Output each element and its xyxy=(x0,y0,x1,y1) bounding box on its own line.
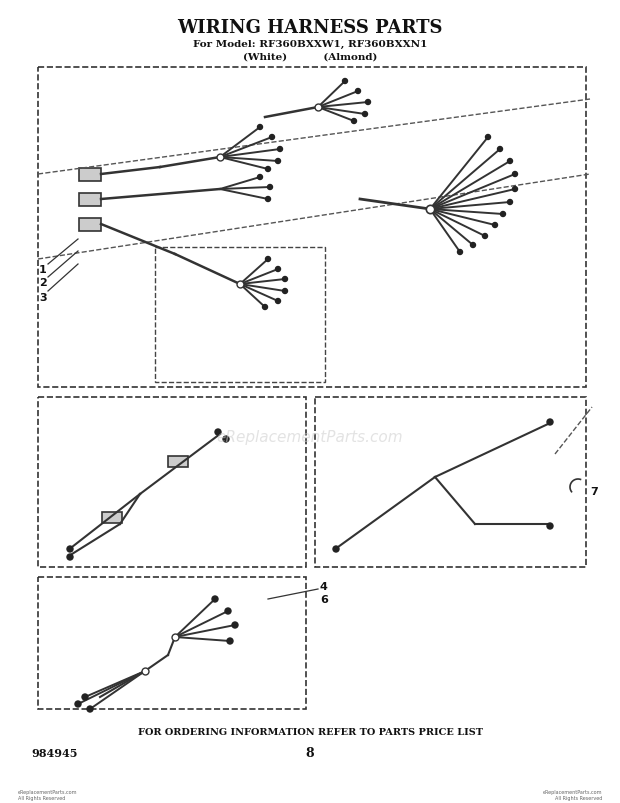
Circle shape xyxy=(352,120,356,124)
Bar xyxy=(79,218,101,231)
Circle shape xyxy=(508,200,513,206)
Text: eReplacementParts.com: eReplacementParts.com xyxy=(216,430,404,445)
Circle shape xyxy=(497,147,502,153)
Circle shape xyxy=(265,257,270,262)
Bar xyxy=(79,169,101,181)
Text: FOR ORDERING INFORMATION REFER TO PARTS PRICE LIST: FOR ORDERING INFORMATION REFER TO PARTS … xyxy=(138,728,482,736)
Circle shape xyxy=(458,251,463,255)
Circle shape xyxy=(227,638,233,644)
Circle shape xyxy=(500,212,505,218)
Circle shape xyxy=(225,608,231,614)
Circle shape xyxy=(471,243,476,248)
Circle shape xyxy=(82,694,88,700)
Bar xyxy=(38,397,306,567)
Circle shape xyxy=(278,147,283,153)
Text: 2: 2 xyxy=(39,278,47,287)
Circle shape xyxy=(267,185,273,190)
Text: 7: 7 xyxy=(590,487,598,496)
Circle shape xyxy=(513,187,518,192)
Text: (White)          (Almond): (White) (Almond) xyxy=(243,52,377,61)
Circle shape xyxy=(87,706,93,712)
Bar xyxy=(38,577,306,709)
Circle shape xyxy=(275,267,280,272)
Text: eReplacementParts.com
All Rights Reserved: eReplacementParts.com All Rights Reserve… xyxy=(542,789,602,800)
Circle shape xyxy=(67,546,73,552)
Circle shape xyxy=(342,79,347,84)
Text: For Model: RF360BXXW1, RF360BXXN1: For Model: RF360BXXW1, RF360BXXN1 xyxy=(193,39,427,48)
Circle shape xyxy=(355,89,360,95)
Circle shape xyxy=(265,167,270,173)
Circle shape xyxy=(547,419,553,426)
Circle shape xyxy=(547,524,553,529)
Text: WIRING HARNESS PARTS: WIRING HARNESS PARTS xyxy=(177,19,443,37)
Circle shape xyxy=(333,546,339,552)
Circle shape xyxy=(257,175,262,181)
Circle shape xyxy=(283,277,288,282)
Circle shape xyxy=(262,305,267,310)
Circle shape xyxy=(485,136,490,141)
Circle shape xyxy=(265,198,270,202)
Circle shape xyxy=(275,300,280,304)
Text: 4: 4 xyxy=(320,581,328,591)
Circle shape xyxy=(212,597,218,602)
Text: eReplacementParts.com
All Rights Reserved: eReplacementParts.com All Rights Reserve… xyxy=(18,789,78,800)
Circle shape xyxy=(67,554,73,560)
Bar xyxy=(102,512,122,523)
Circle shape xyxy=(366,100,371,105)
Circle shape xyxy=(508,159,513,165)
Circle shape xyxy=(275,159,280,165)
Text: 1: 1 xyxy=(39,265,47,275)
Bar xyxy=(38,68,586,388)
Circle shape xyxy=(215,430,221,435)
Circle shape xyxy=(223,437,229,442)
Circle shape xyxy=(283,289,288,294)
Circle shape xyxy=(482,234,487,239)
Circle shape xyxy=(363,112,368,117)
Text: 984945: 984945 xyxy=(32,748,78,759)
Text: 6: 6 xyxy=(320,594,328,604)
Bar xyxy=(315,397,586,567)
Text: 8: 8 xyxy=(306,747,314,760)
Circle shape xyxy=(75,701,81,707)
Circle shape xyxy=(513,173,518,177)
Circle shape xyxy=(492,223,497,228)
Bar xyxy=(168,456,188,467)
Bar xyxy=(155,247,325,382)
Circle shape xyxy=(257,125,262,130)
Circle shape xyxy=(232,622,238,628)
Text: 3: 3 xyxy=(39,292,47,303)
Bar xyxy=(79,194,101,206)
Circle shape xyxy=(270,136,275,141)
